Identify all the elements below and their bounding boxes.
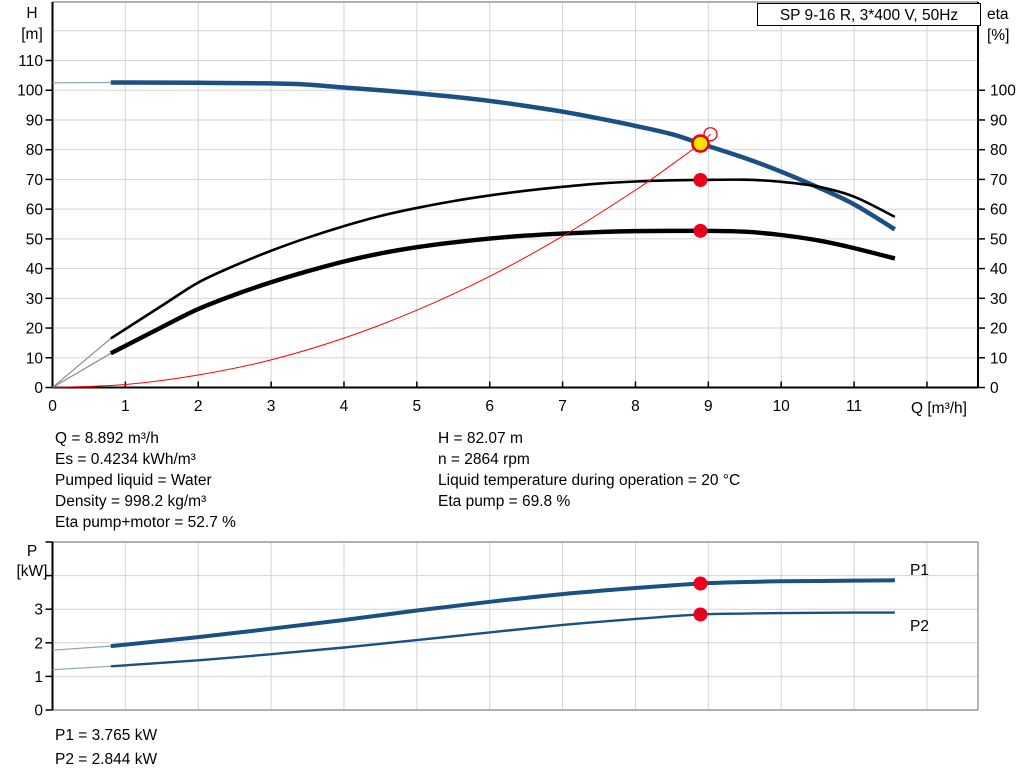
eta-tick-label: 30 bbox=[990, 291, 1008, 308]
y-tick-label: 20 bbox=[26, 321, 44, 338]
eta-pump-curve-lead bbox=[52, 337, 112, 388]
y-tick-label: 3 bbox=[34, 602, 43, 619]
eta-pump-motor-curve-lead bbox=[52, 352, 112, 389]
p1-series-label: P1 bbox=[910, 562, 929, 579]
q-axis-label: Q [m³/h] bbox=[911, 400, 967, 417]
x-tick-label: 3 bbox=[267, 398, 276, 415]
P2 bbox=[110, 611, 895, 668]
eta-tick-label: 100 bbox=[990, 83, 1016, 100]
x-tick-label: 0 bbox=[48, 398, 57, 415]
P2-lead bbox=[52, 665, 111, 671]
x-tick-label: 8 bbox=[631, 398, 640, 415]
x-tick-label: 10 bbox=[773, 398, 791, 415]
eta-pump-curve bbox=[110, 178, 896, 340]
annotation-eta-pump: Eta pump = 69.8 % bbox=[438, 493, 571, 510]
eta-pump-motor-curve bbox=[109, 228, 896, 356]
eta-tick-label: 20 bbox=[990, 321, 1008, 338]
x-tick-label: 5 bbox=[413, 398, 422, 415]
y-tick-label: 100 bbox=[17, 83, 43, 100]
annotation-h: H = 82.07 m bbox=[438, 430, 523, 447]
eta-tick-label: 0 bbox=[990, 380, 999, 397]
y-tick-label: 2 bbox=[34, 635, 43, 652]
x-tick-label: 2 bbox=[194, 398, 203, 415]
annotation-liquid: Pumped liquid = Water bbox=[55, 472, 212, 489]
annotation-density: Density = 998.2 kg/m³ bbox=[55, 493, 207, 510]
annotation-es: Es = 0.4234 kWh/m³ bbox=[55, 451, 196, 468]
annotation-eta-pump-motor: Eta pump+motor = 52.7 % bbox=[55, 514, 236, 531]
p1-operating-dot bbox=[693, 576, 708, 591]
eta-tick-label: 40 bbox=[990, 261, 1008, 278]
y-tick-label: 60 bbox=[26, 202, 44, 219]
duty-data-left-column: Q = 8.892 m³/h Es = 0.4234 kWh/m³ Pumped… bbox=[55, 428, 236, 533]
eta-tick-label: 50 bbox=[990, 231, 1008, 248]
eta-tick-label: 10 bbox=[990, 350, 1008, 367]
h-axis-title: H [m] bbox=[21, 5, 43, 43]
eta-tick-label: 80 bbox=[990, 142, 1008, 159]
eta-tick-label: 70 bbox=[990, 172, 1008, 189]
power-values: P1 = 3.765 kW P2 = 2.844 kW bbox=[55, 724, 157, 772]
x-tick-label: 1 bbox=[121, 398, 130, 415]
eta-pump-motor-operating-dot bbox=[693, 223, 708, 238]
p2-series-label: P2 bbox=[910, 618, 929, 635]
y-tick-label: 80 bbox=[26, 142, 44, 159]
p-axis-title: P [kW] bbox=[16, 543, 48, 580]
x-tick-label: 9 bbox=[704, 398, 713, 415]
eta-pump-operating-dot bbox=[693, 173, 708, 188]
x-tick-label: 4 bbox=[340, 398, 349, 415]
P1 bbox=[110, 578, 895, 649]
y-tick-label: 30 bbox=[26, 291, 44, 308]
pump-model-box: SP 9-16 R, 3*400 V, 50Hz bbox=[757, 3, 981, 26]
annotation-p1: P1 = 3.765 kW bbox=[55, 727, 158, 744]
x-tick-label: 7 bbox=[558, 398, 567, 415]
system-curve bbox=[52, 133, 711, 388]
eta-axis-title: eta [%] bbox=[987, 6, 1010, 44]
eta-tick-label: 90 bbox=[990, 112, 1008, 129]
duty-data-right-column: H = 82.07 m n = 2864 rpm Liquid temperat… bbox=[438, 428, 740, 512]
y-tick-label: 90 bbox=[26, 112, 44, 129]
annotation-p2: P2 = 2.844 kW bbox=[55, 751, 158, 768]
x-tick-label: 11 bbox=[846, 398, 862, 415]
pump-head-curve bbox=[110, 80, 897, 232]
p2-operating-dot bbox=[693, 607, 708, 622]
y-tick-label: 0 bbox=[34, 380, 43, 397]
y-tick-label: 40 bbox=[26, 261, 44, 278]
requested-duty-circle bbox=[703, 127, 718, 142]
y-tick-label: 0 bbox=[34, 703, 43, 720]
y-tick-label: 50 bbox=[26, 231, 44, 248]
y-tick-label: 10 bbox=[26, 350, 44, 367]
duty-point-marker[interactable] bbox=[691, 134, 710, 153]
y-tick-label: 70 bbox=[26, 172, 44, 189]
annotation-temperature: Liquid temperature during operation = 20… bbox=[438, 472, 741, 489]
eta-tick-label: 60 bbox=[990, 202, 1008, 219]
y-tick-label: 110 bbox=[18, 53, 43, 70]
P1-lead bbox=[52, 645, 111, 651]
y-tick-label: 1 bbox=[34, 669, 43, 686]
annotation-q: Q = 8.892 m³/h bbox=[55, 430, 159, 447]
x-tick-label: 6 bbox=[485, 398, 494, 415]
annotation-n: n = 2864 rpm bbox=[438, 451, 530, 468]
